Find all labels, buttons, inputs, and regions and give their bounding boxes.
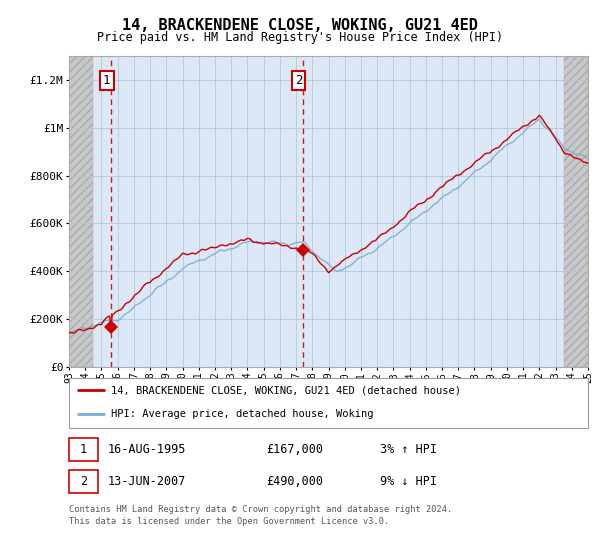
Text: 14, BRACKENDENE CLOSE, WOKING, GU21 4ED: 14, BRACKENDENE CLOSE, WOKING, GU21 4ED — [122, 18, 478, 33]
FancyBboxPatch shape — [69, 378, 588, 428]
Text: 16-AUG-1995: 16-AUG-1995 — [108, 443, 187, 456]
Text: 2: 2 — [295, 74, 302, 87]
Text: £167,000: £167,000 — [266, 443, 323, 456]
Text: Contains HM Land Registry data © Crown copyright and database right 2024.: Contains HM Land Registry data © Crown c… — [69, 505, 452, 514]
Text: HPI: Average price, detached house, Woking: HPI: Average price, detached house, Woki… — [110, 409, 373, 419]
Text: Price paid vs. HM Land Registry's House Price Index (HPI): Price paid vs. HM Land Registry's House … — [97, 31, 503, 44]
FancyBboxPatch shape — [69, 438, 98, 461]
Text: 1: 1 — [103, 74, 110, 87]
Text: £490,000: £490,000 — [266, 474, 323, 488]
Text: 2: 2 — [80, 474, 87, 488]
Bar — [69, 56, 94, 367]
Text: 13-JUN-2007: 13-JUN-2007 — [108, 474, 187, 488]
Text: 1: 1 — [80, 443, 87, 456]
FancyBboxPatch shape — [69, 470, 98, 493]
Text: This data is licensed under the Open Government Licence v3.0.: This data is licensed under the Open Gov… — [69, 517, 389, 526]
Text: 14, BRACKENDENE CLOSE, WOKING, GU21 4ED (detached house): 14, BRACKENDENE CLOSE, WOKING, GU21 4ED … — [110, 385, 461, 395]
Bar — [563, 56, 588, 367]
Text: 3% ↑ HPI: 3% ↑ HPI — [380, 443, 437, 456]
Text: 9% ↓ HPI: 9% ↓ HPI — [380, 474, 437, 488]
